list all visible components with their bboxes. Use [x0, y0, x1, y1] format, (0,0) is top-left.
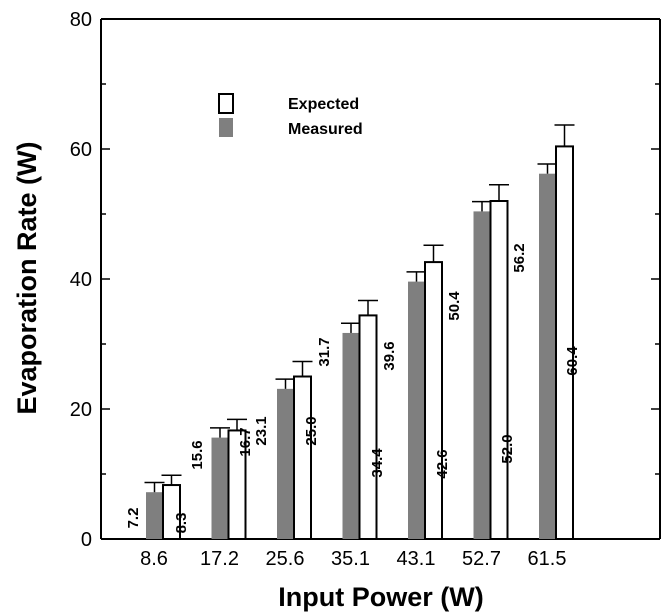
bar-measured: [408, 281, 425, 539]
data-label-measured: 50.4: [446, 291, 463, 321]
data-label-expected: 34.4: [369, 448, 386, 478]
y-tick-label: 80: [70, 9, 92, 31]
axes: 0 20 40 60 80 8.6 17.2 25.6 35.1 43.1 52.7 61.5: [70, 9, 661, 570]
data-label-measured: 7.2: [125, 508, 142, 529]
data-label-measured: 56.2: [511, 243, 528, 272]
legend-swatch-measured: [219, 118, 233, 137]
x-tick-label: 52.7: [462, 548, 501, 570]
x-axis-title: Input Power (W): [278, 582, 483, 612]
bar-measured: [277, 388, 294, 539]
y-tick-label: 20: [70, 399, 92, 421]
y-tick-label: 0: [81, 529, 92, 551]
x-tick-label: 25.6: [266, 548, 305, 570]
data-label-expected: 52.0: [499, 434, 516, 463]
bar-measured: [539, 173, 556, 539]
bar-measured: [473, 211, 491, 539]
data-label-expected: 60.4: [564, 346, 581, 376]
bar-expected: [358, 314, 378, 540]
bar-expected: [293, 375, 312, 540]
data-label-measured: 15.6: [189, 440, 206, 469]
bar-measured: [146, 492, 163, 539]
bar-expected: [555, 145, 574, 540]
data-label-measured: 39.6: [381, 341, 398, 370]
x-tick-label: 35.1: [331, 548, 370, 570]
x-tick-label: 61.5: [528, 548, 567, 570]
y-tick-label: 60: [70, 139, 92, 161]
data-label-expected: 25.0: [303, 416, 320, 445]
legend: Expected Measured: [218, 93, 363, 138]
data-label-expected: 16.7: [237, 427, 254, 456]
data-label-expected: 8.3: [173, 513, 190, 534]
data-label-expected: 42.6: [434, 449, 451, 478]
bar-measured: [211, 437, 229, 539]
legend-label-expected: Expected: [288, 96, 359, 113]
data-labels: 7.2 15.6 23.1 31.7 39.6 50.4 56.2 8.3 16.7 25.0 34…: [125, 243, 581, 533]
bars: [144, 124, 575, 541]
bar-expected: [424, 261, 443, 540]
x-tick-label: 17.2: [200, 548, 239, 570]
legend-label-measured: Measured: [288, 121, 363, 138]
bar-measured: [342, 332, 360, 539]
x-tick-label: 8.6: [140, 548, 168, 570]
y-tick-label: 40: [70, 269, 92, 291]
x-tick-label: 43.1: [397, 548, 436, 570]
data-label-measured: 23.1: [253, 416, 270, 445]
legend-swatch-expected: [218, 93, 234, 114]
data-label-measured: 31.7: [316, 337, 333, 366]
y-axis-title: Evaporation Rate (W): [12, 141, 42, 414]
bar-expected: [489, 200, 509, 540]
